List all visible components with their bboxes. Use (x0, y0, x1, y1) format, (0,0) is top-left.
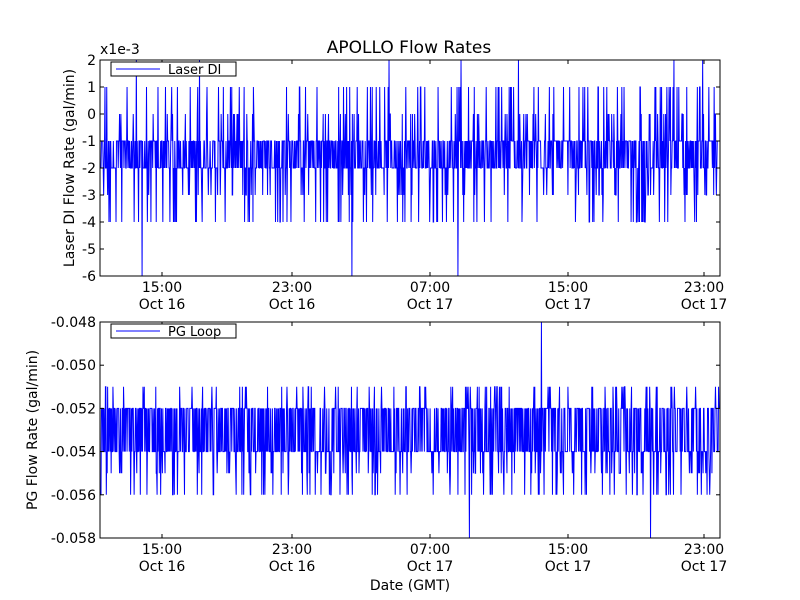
bottom-axis-ticks: -0.048 -0.050 -0.052 -0.054 -0.056 -0.058 15:0… (51, 315, 727, 575)
bottom-y-tick-label: -0.054 (51, 445, 96, 461)
chart-title: APOLLO Flow Rates (327, 38, 492, 58)
bottom-legend-label: PG Loop (168, 325, 221, 340)
bottom-series-line (100, 321, 720, 539)
bottom-y-tick-label: -0.050 (51, 358, 96, 374)
top-y-tick-label: -2 (82, 161, 96, 177)
top-x-tick-time: 15:00 (548, 280, 588, 296)
bottom-x-tick-time: 23:00 (684, 542, 724, 558)
top-series-line (100, 59, 719, 277)
top-y-tick-label: 1 (87, 80, 96, 96)
bottom-x-tick-date: Oct 17 (681, 559, 727, 575)
top-y-tick-label: -1 (82, 134, 96, 150)
bottom-plot-frame (99, 321, 721, 539)
top-y-tick-label: 2 (87, 53, 96, 69)
top-x-tick-date: Oct 16 (139, 297, 186, 313)
bottom-x-axis-label: Date (GMT) (370, 578, 450, 594)
top-x-tick-time: 23:00 (684, 280, 724, 296)
bottom-y-tick-label: -0.048 (51, 315, 96, 331)
top-y-offset-label: x1e-3 (100, 42, 140, 58)
top-y-tick-label: 0 (87, 107, 96, 123)
bottom-x-tick-time: 07:00 (410, 542, 450, 558)
top-x-tick-date: Oct 17 (681, 297, 727, 313)
top-x-tick-date: Oct 17 (545, 297, 591, 313)
bottom-x-tick-date: Oct 16 (269, 559, 316, 575)
bottom-y-tick-label: -0.056 (51, 488, 96, 504)
bottom-x-tick-time: 15:00 (548, 542, 588, 558)
bottom-x-tick-date: Oct 16 (139, 559, 186, 575)
bottom-panel: -0.048 -0.050 -0.052 -0.054 -0.056 -0.058 15:0… (25, 315, 727, 594)
bottom-x-tick-date: Oct 17 (407, 559, 453, 575)
bottom-legend-box (110, 323, 237, 339)
top-x-tick-time: 15:00 (142, 280, 182, 296)
top-y-tick-label: -4 (82, 215, 96, 231)
top-y-tick-label: -5 (82, 242, 96, 258)
top-x-tick-date: Oct 16 (269, 297, 316, 313)
top-x-tick-date: Oct 17 (407, 297, 453, 313)
laser-di-series (100, 59, 719, 277)
top-legend: Laser DI (110, 61, 237, 78)
bottom-legend: PG Loop (110, 323, 237, 340)
bottom-x-tick-time: 23:00 (272, 542, 312, 558)
top-y-tick-label: -3 (82, 188, 96, 204)
top-y-tick-label: -6 (82, 269, 96, 285)
bottom-y-axis-label: PG Flow Rate (gal/min) (25, 350, 41, 510)
bottom-x-tick-date: Oct 17 (545, 559, 591, 575)
top-x-tick-time: 23:00 (272, 280, 312, 296)
bottom-y-tick-label: -0.058 (51, 531, 96, 547)
bottom-y-tick-label: -0.052 (51, 401, 96, 417)
bottom-x-tick-time: 15:00 (142, 542, 182, 558)
top-y-axis-label: Laser DI Flow Rate (gal/min) (62, 69, 78, 267)
top-legend-label: Laser DI (168, 63, 221, 78)
pg-loop-series (100, 321, 720, 539)
top-legend-box (110, 61, 237, 77)
top-x-tick-time: 07:00 (410, 280, 450, 296)
